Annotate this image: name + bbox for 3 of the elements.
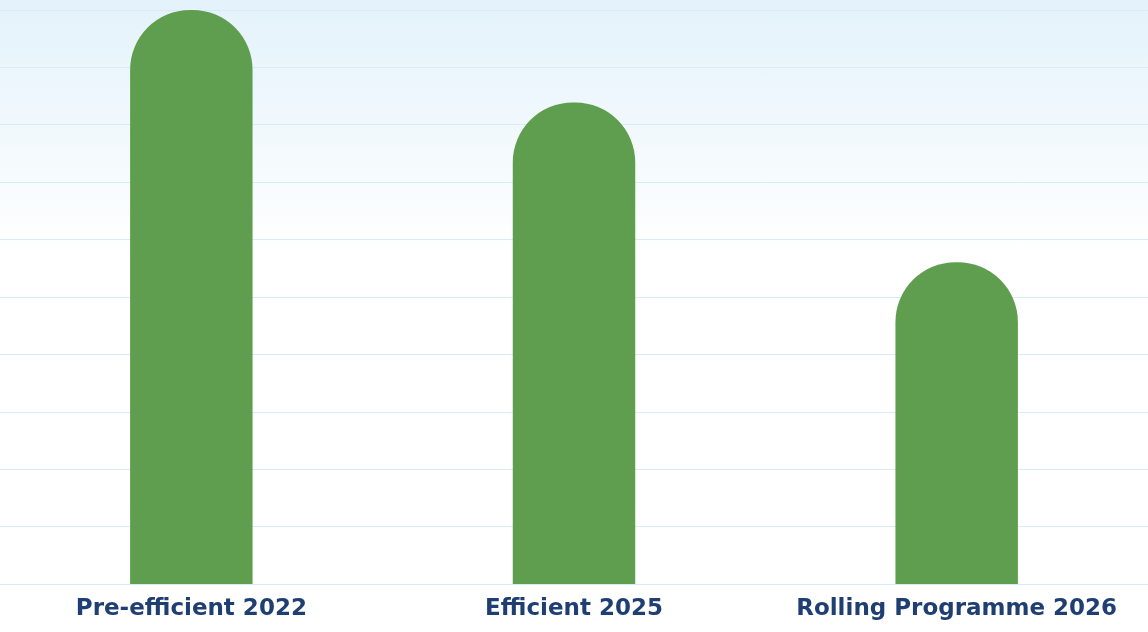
x-tick-label: Rolling Programme 2026 (796, 594, 1118, 621)
x-tick-label: Pre-efficient 2022 (75, 594, 307, 621)
x-tick-label: Efficient 2025 (485, 594, 663, 621)
